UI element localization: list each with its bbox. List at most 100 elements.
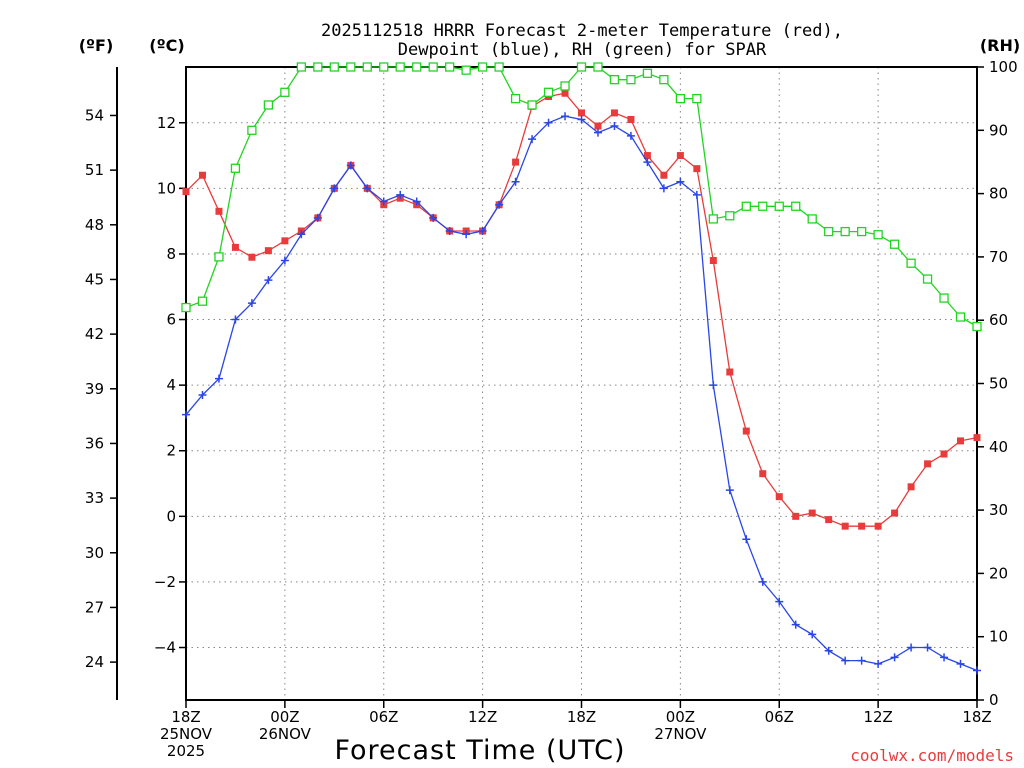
x-tick-label: 2025 — [167, 742, 205, 760]
temperature-point — [726, 368, 734, 376]
rh-point — [609, 75, 620, 85]
fahrenheit-axis-unit: (ºF) — [79, 36, 114, 55]
dewpoint-point — [791, 620, 800, 629]
rh-point — [379, 62, 389, 72]
x-tick-label: 06Z — [765, 708, 794, 726]
celsius-tick-label: 0 — [166, 507, 176, 525]
rh-point — [972, 321, 982, 332]
credit-text: coolwx.com/models — [850, 746, 1014, 765]
dewpoint-point — [808, 630, 817, 639]
temperature-point — [578, 109, 585, 117]
x-tick-label: 12Z — [468, 708, 497, 726]
gridlines — [186, 67, 977, 700]
rh-point — [263, 100, 274, 110]
fahrenheit-tick-label: 54 — [85, 106, 104, 124]
rh-point — [824, 226, 834, 237]
rh-tick-label: 10 — [989, 628, 1008, 646]
rh-point — [840, 226, 850, 237]
temperature-point — [627, 115, 635, 123]
dewpoint-point — [330, 184, 339, 193]
dewpoint-point — [824, 646, 833, 655]
rh-point — [955, 312, 966, 322]
dewpoint-point — [956, 659, 965, 668]
dewpoint-point — [511, 177, 520, 186]
rh-axis-unit: (RH) — [980, 36, 1020, 55]
dewpoint-point — [676, 177, 685, 186]
rh-point — [725, 211, 735, 221]
rh-point — [313, 62, 323, 72]
rh-point — [692, 94, 702, 104]
dewpoint-point — [643, 158, 652, 167]
dewpoint-point — [890, 653, 899, 662]
rh-point — [280, 87, 290, 97]
celsius-tick-label: 6 — [166, 311, 176, 329]
rh-point — [412, 62, 422, 72]
rh-point — [346, 62, 356, 72]
rh-tick-label: 0 — [989, 691, 999, 709]
temperature-point — [248, 253, 256, 261]
rh-point — [626, 75, 636, 85]
rh-point — [197, 296, 208, 306]
rh-tick-label: 40 — [989, 438, 1008, 456]
rh-tick-label: 20 — [989, 564, 1008, 582]
rh-point — [889, 239, 900, 249]
dewpoint-point — [841, 656, 850, 665]
x-tick-label: 12Z — [863, 708, 892, 726]
rh-tick-label: 100 — [989, 58, 1018, 76]
dewpoint-point — [297, 230, 306, 239]
rh-point — [362, 62, 372, 72]
rh-point — [659, 75, 669, 85]
rh-point — [560, 81, 570, 91]
temperature-point — [660, 171, 668, 179]
temperature-point — [957, 437, 965, 445]
temperature-point — [281, 237, 289, 245]
celsius-tick-label: −2 — [154, 573, 176, 591]
temperature-point — [264, 247, 272, 255]
temperature-point — [709, 257, 717, 265]
rh-point — [906, 258, 916, 268]
celsius-tick-label: 2 — [166, 442, 176, 460]
rh-point — [214, 252, 224, 262]
temperature-point — [841, 522, 849, 530]
temperature-point — [973, 434, 981, 442]
rh-point — [576, 62, 587, 72]
dewpoint-point — [462, 230, 471, 239]
rh-point — [477, 62, 488, 72]
dewpoint-point — [561, 112, 570, 121]
rh-tick-label: 60 — [989, 311, 1008, 329]
rh-tick-label: 70 — [989, 248, 1008, 266]
rh-point — [791, 201, 801, 211]
x-tick-label: 00Z — [666, 708, 695, 726]
temperature-point — [594, 122, 602, 130]
temperature-point — [808, 509, 816, 517]
fahrenheit-tick-label: 48 — [85, 216, 104, 234]
rh-point — [230, 163, 241, 173]
rh-tick-label: 30 — [989, 501, 1008, 519]
dewpoint-point — [857, 656, 866, 665]
fahrenheit-tick-label: 42 — [85, 325, 104, 343]
fahrenheit-tick-label: 36 — [85, 434, 104, 452]
dewpoint-point — [659, 184, 668, 193]
dewpoint-point — [923, 643, 932, 652]
rh-point — [461, 65, 471, 75]
dewpoint-point — [495, 200, 504, 209]
rh-point — [296, 62, 307, 72]
temperature-point — [693, 165, 701, 173]
dewpoint-point — [973, 666, 981, 675]
dewpoint-point — [874, 659, 883, 668]
rh-point — [428, 62, 438, 72]
temperature-point — [858, 522, 866, 530]
temperature-point — [676, 152, 684, 160]
temperature-point — [643, 152, 651, 160]
temperature-point — [775, 493, 783, 501]
dewpoint-point — [264, 276, 273, 285]
fahrenheit-tick-label: 33 — [85, 489, 104, 507]
dewpoint-point — [940, 653, 949, 662]
chart-title-line-2: Dewpoint (blue), RH (green) for SPAR — [398, 40, 767, 60]
temperature-point — [940, 450, 948, 458]
rh-point — [708, 214, 718, 224]
dewpoint-point — [445, 226, 454, 235]
rh-point — [856, 226, 867, 237]
temperature-point — [759, 470, 767, 478]
